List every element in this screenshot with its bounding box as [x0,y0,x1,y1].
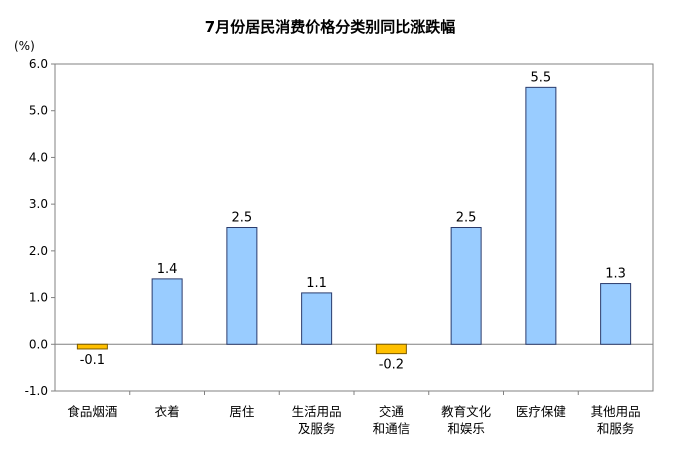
x-category-label: 交通 [379,404,405,419]
x-category-label: 食品烟酒 [67,404,117,419]
y-tick-label: -1.0 [25,384,48,398]
x-category-label: 生活用品 [292,404,342,419]
bar [226,227,258,345]
x-category-label: 和娱乐 [447,421,485,436]
data-label: -0.2 [379,358,404,373]
data-label: 1.4 [157,262,178,277]
data-label: 2.5 [232,211,253,226]
x-category-label: 其他用品 [591,404,641,419]
x-category-label: 和通信 [373,421,411,436]
y-tick-label: 1.0 [29,291,48,305]
bar [375,343,407,355]
bar [450,227,482,345]
chart-title: 7月份居民消费价格分类别同比涨跌幅 [205,18,455,36]
y-axis-unit: (%) [14,39,35,53]
x-category-label: 医疗保健 [516,404,567,419]
data-label: -0.1 [80,353,105,368]
y-tick-label: 4.0 [29,150,48,164]
y-tick-label: 3.0 [29,197,48,211]
bar [151,278,183,345]
x-category-label: 及服务 [298,421,336,436]
plot-frame [54,63,654,392]
y-tick-label: 2.0 [29,244,48,258]
y-tick-label: 6.0 [29,57,48,71]
bar [76,343,108,350]
plot-area: -1.0 0.0 1.0 2.0 3.0 4.0 5.0 6.0 -0.1 食品烟酒 1.4 衣着 2.… [25,57,654,436]
bar [525,86,557,345]
y-tick-label: 5.0 [29,104,48,118]
bar [301,292,333,345]
x-category-label: 居住 [229,404,255,419]
x-category-label: 衣着 [155,404,180,419]
x-category-label: 教育文化 [441,404,492,419]
data-label: 1.3 [605,267,626,282]
data-label: 2.5 [456,211,477,226]
data-label: 1.1 [306,276,327,291]
bar [600,283,632,345]
y-tick-label: 0.0 [29,337,48,351]
data-label: 5.5 [531,70,552,85]
x-category-label: 和服务 [597,421,635,436]
